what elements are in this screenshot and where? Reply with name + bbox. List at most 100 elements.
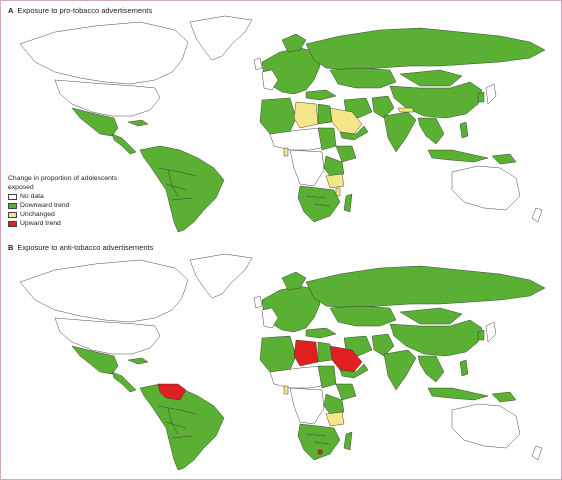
togo [283, 147, 289, 157]
usa [54, 317, 161, 355]
north-africa-west [259, 335, 297, 373]
southern-africa-borders [305, 433, 331, 445]
south-america-borders [157, 405, 197, 439]
canada [19, 259, 189, 323]
india [383, 349, 417, 391]
panel-a-letter: A [8, 6, 14, 15]
legend-label-downward: Downward trend [20, 202, 70, 209]
australia [451, 403, 521, 449]
russia [305, 27, 546, 71]
legend-label-unchanged: Unchanged [20, 211, 55, 218]
map-anti-tobacco [19, 253, 546, 471]
turkey [305, 327, 337, 339]
legend-swatch-downward [8, 202, 17, 209]
legend: Change in proportion of adolescents expo… [8, 174, 128, 228]
afghanistan-pakistan [371, 95, 395, 119]
madagascar [343, 193, 353, 213]
panel-b-title: B Exposure to anti-tobacco advertisements [8, 243, 153, 252]
cuba [127, 357, 149, 365]
venezuela [157, 383, 187, 401]
new-zealand [531, 445, 543, 461]
southern-africa [297, 423, 341, 461]
new-zealand [531, 207, 543, 223]
papua-new-guinea [491, 391, 517, 403]
western-europe [261, 307, 279, 329]
legend-swatch-unchanged [8, 211, 17, 218]
philippines [459, 359, 469, 377]
legend-item-unchanged: Unchanged [8, 210, 128, 219]
china [389, 81, 483, 119]
legend-swatch-no-data [8, 193, 17, 200]
central-america [111, 133, 137, 155]
legend-label-upward: Upward trend [20, 220, 61, 227]
ethiopia [335, 145, 357, 163]
legend-swatch-upward [8, 220, 17, 227]
southern-africa-borders [305, 195, 331, 207]
north-africa-west [259, 97, 297, 135]
central-africa [289, 149, 325, 187]
nepal [397, 107, 415, 113]
uk [253, 295, 263, 309]
korea [477, 329, 485, 341]
uk [253, 57, 263, 71]
libya [293, 339, 319, 367]
lesotho [317, 449, 323, 455]
yemen-oman [339, 363, 369, 379]
libya [293, 101, 319, 129]
panel-a-title: A Exposure to pro-tobacco advertisements [8, 6, 152, 15]
japan [485, 321, 497, 343]
usa [54, 79, 161, 117]
korea [477, 91, 485, 103]
panel-b-letter: B [8, 243, 14, 252]
philippines [459, 121, 469, 139]
canada [19, 21, 189, 85]
panel-b-title-text: Exposure to anti-tobacco advertisements [17, 243, 154, 252]
central-africa [289, 387, 325, 425]
tanzania [325, 173, 345, 189]
map-pro-tobacco [19, 15, 546, 233]
tanzania [325, 411, 345, 427]
southeast-asia [417, 355, 445, 383]
papua-new-guinea [491, 153, 517, 165]
greenland [189, 253, 253, 299]
egypt [317, 341, 333, 363]
greenland [189, 15, 253, 61]
indonesia [427, 149, 489, 163]
south-america-borders [157, 167, 197, 201]
turkey [305, 89, 337, 101]
mongolia [399, 307, 463, 325]
mongolia [399, 69, 463, 87]
panel-a-title-text: Exposure to pro-tobacco advertisements [17, 6, 153, 15]
legend-title: Change in proportion of adolescents expo… [8, 175, 118, 191]
madagascar [343, 431, 353, 451]
russia [305, 265, 546, 309]
map-a-countries [19, 15, 546, 233]
southeast-asia [417, 117, 445, 145]
kazakhstan [329, 305, 397, 327]
legend-item-downward: Downward trend [8, 201, 128, 210]
map-b-countries [19, 253, 546, 471]
ethiopia [335, 383, 357, 401]
egypt [317, 103, 333, 125]
central-america [111, 371, 137, 393]
cuba [127, 119, 149, 127]
japan [485, 83, 497, 105]
scandinavia [281, 271, 307, 291]
yemen-oman [339, 125, 369, 141]
china [389, 319, 483, 357]
malawi [335, 187, 341, 197]
legend-item-no-data: No data [8, 192, 128, 201]
mexico [71, 107, 119, 137]
australia [451, 165, 521, 211]
kazakhstan [329, 67, 397, 89]
legend-item-upward: Upward trend [8, 219, 128, 228]
western-europe [261, 69, 279, 91]
indonesia [427, 387, 489, 401]
mexico [71, 345, 119, 375]
india [383, 111, 417, 153]
togo [283, 385, 289, 395]
scandinavia [281, 33, 307, 53]
legend-label-no-data: No data [20, 193, 44, 200]
southern-africa [297, 185, 341, 223]
afghanistan-pakistan [371, 333, 395, 357]
